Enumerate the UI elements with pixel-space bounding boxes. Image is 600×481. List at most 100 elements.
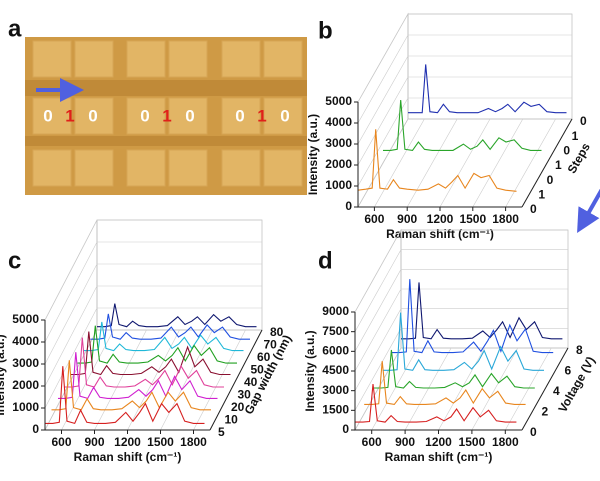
x-tick-label: 600 <box>51 435 71 449</box>
grid-line <box>44 285 98 387</box>
y-tick-label: 3000 <box>322 383 349 397</box>
electrode-pad <box>74 149 114 187</box>
x-tick-label: 1500 <box>459 212 486 226</box>
spectrum <box>97 303 257 328</box>
grid-line <box>357 97 409 187</box>
z-axis <box>209 329 263 431</box>
y-tick-label: 1000 <box>12 400 39 414</box>
electrode-pad <box>263 97 303 135</box>
x-tick-label: 600 <box>364 212 384 226</box>
y-tick-label: 4000 <box>12 334 39 348</box>
electrode-bar <box>25 136 307 146</box>
electrode-pad <box>221 149 261 187</box>
z-tick-label: 1 <box>572 129 579 143</box>
z-tick-label: 8 <box>576 343 583 357</box>
x-tick-label: 1200 <box>114 435 141 449</box>
spectrum <box>71 331 231 376</box>
z-tick-label: 0 <box>530 425 537 439</box>
gap-digit: 0 <box>185 106 194 125</box>
spectrum <box>364 361 526 405</box>
z-tick-label: 1 <box>538 188 545 202</box>
grid-line <box>354 249 402 332</box>
grid-line <box>61 329 114 431</box>
spectrum <box>401 282 563 340</box>
z-tick-label: 1 <box>555 158 562 172</box>
chart: c 0 1000 2000 3000 4000 5000 600 900 1200 1500 1800… <box>0 219 294 464</box>
steps-arrow <box>577 188 600 234</box>
x-axis-title: Raman shift (cm⁻¹) <box>386 227 494 241</box>
grid-line <box>357 34 409 124</box>
electrode-bar <box>25 80 307 96</box>
spectrum <box>77 325 237 364</box>
y-tick-label: 5000 <box>325 94 352 108</box>
z-axis-title: Voltage (V) <box>555 354 597 415</box>
back-wall <box>96 219 263 331</box>
x-tick-label: 1500 <box>147 435 174 449</box>
grid-line <box>44 307 98 409</box>
panel-label: b <box>318 17 333 44</box>
electrode-pad <box>168 40 208 78</box>
z-tick-label: 80 <box>270 325 284 339</box>
x-axis-title: Raman shift (cm⁻¹) <box>74 450 182 464</box>
grid-line <box>354 269 402 352</box>
x-tick-label: 1200 <box>427 212 454 226</box>
x-axis-title: Raman shift (cm⁻¹) <box>385 450 493 464</box>
y-tick-label: 1000 <box>325 178 352 192</box>
z-tick-label: 40 <box>244 375 258 389</box>
grid-line <box>354 229 402 313</box>
y-tick-label: 1500 <box>322 403 349 417</box>
grid-line <box>44 263 98 365</box>
panel-label: c <box>8 247 21 274</box>
electrode-pad <box>126 40 166 78</box>
y-tick-label: 5000 <box>12 312 39 326</box>
x-tick-label: 900 <box>397 212 417 226</box>
grid-line <box>505 118 556 208</box>
z-tick-label: 70 <box>264 338 278 352</box>
spectrum <box>64 337 224 388</box>
electrode-pad <box>263 149 303 187</box>
grid-line <box>371 347 418 431</box>
grid-line <box>354 288 402 372</box>
electrode-pad <box>263 40 303 78</box>
spectrum <box>58 352 218 400</box>
gap-digit: 0 <box>280 106 289 125</box>
grid-line <box>406 118 458 208</box>
grid-line <box>505 347 552 431</box>
back-wall <box>407 13 573 120</box>
gap-digit: 1 <box>257 106 266 125</box>
x-tick-label: 1800 <box>180 435 207 449</box>
z-tick-label: 4 <box>553 384 560 398</box>
grid-line <box>357 118 409 208</box>
spectrum <box>382 312 544 371</box>
grid-line <box>439 118 491 208</box>
spectrum <box>90 313 250 340</box>
gap-digit: 1 <box>65 106 74 125</box>
electrode-pad <box>126 97 166 135</box>
electrode-pad <box>32 97 72 135</box>
spectrum <box>391 279 554 354</box>
electrode-pad <box>221 97 261 135</box>
panel-label: a <box>8 15 22 42</box>
electrode-pad <box>168 97 208 135</box>
spectrum <box>373 349 535 389</box>
grid-line <box>404 347 452 431</box>
electrode-pad <box>126 149 166 187</box>
x-tick-label: 900 <box>395 435 415 449</box>
y-axis-title: Intensity (a.u.) <box>306 114 320 195</box>
y-tick-label: 0 <box>32 422 39 436</box>
spectrum <box>51 360 211 411</box>
z-tick-label: 5 <box>218 425 225 439</box>
grid-line <box>354 308 402 391</box>
z-tick-label: 20 <box>231 400 245 414</box>
z-tick-label: 50 <box>251 363 265 377</box>
z-tick-label: 2 <box>542 405 549 419</box>
electrode-pad <box>74 40 114 78</box>
x-tick-label: 1800 <box>492 435 519 449</box>
electrode-pad <box>74 97 114 135</box>
grid-line <box>354 328 402 411</box>
panel-label: d <box>318 247 333 274</box>
y-tick-label: 7500 <box>322 324 349 338</box>
y-tick-label: 0 <box>345 199 352 213</box>
z-tick-label: 0 <box>530 202 537 216</box>
